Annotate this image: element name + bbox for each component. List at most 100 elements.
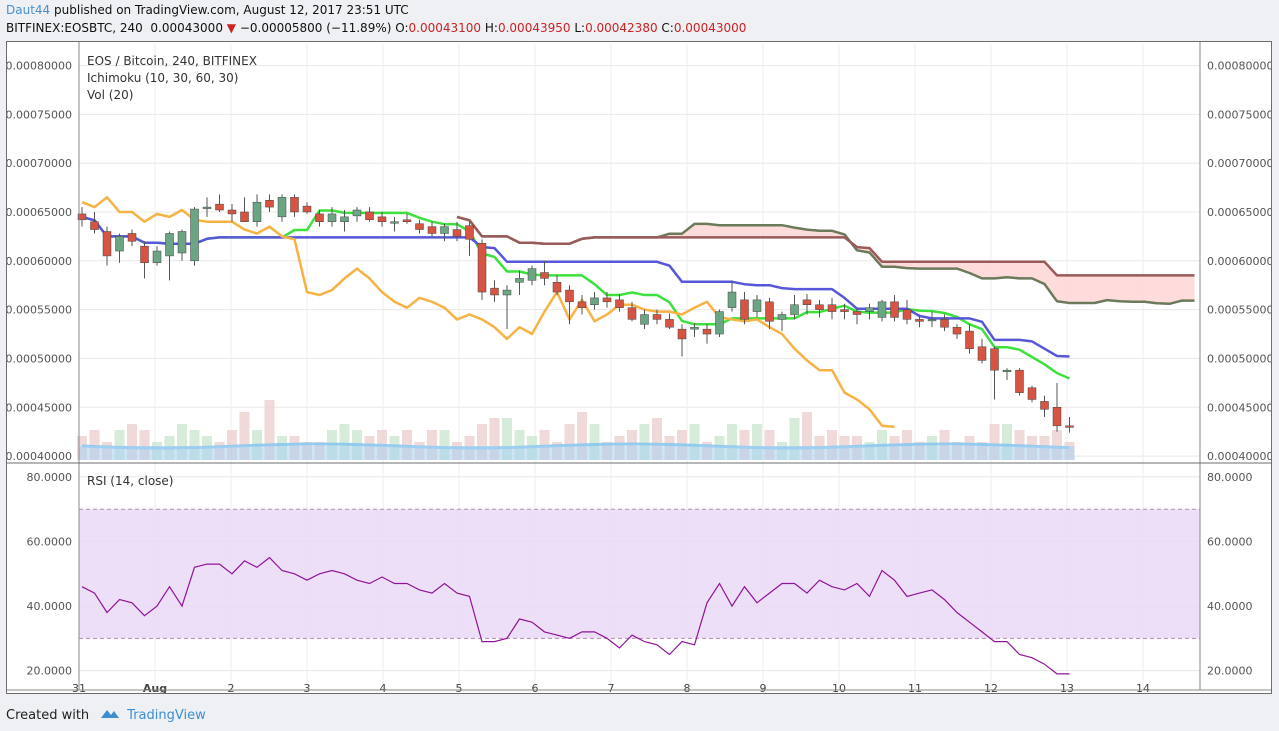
candle-body [290,197,299,213]
rsi-tick-left: 40.0000 [27,600,73,613]
y-tick-left: 0.00065000 [7,206,72,219]
leading-span-b-line [456,215,1195,277]
volume-bar [577,412,587,460]
candle-body [202,206,212,209]
chart-svg[interactable]: 0.00080000 0.00080000 0.00075000 0.00075000… [7,42,1271,693]
candle-body [115,236,124,252]
volume-bars [77,400,1075,460]
published-text: published on TradingView.com, August 12,… [54,3,409,17]
volume-legend: Vol (20) [87,88,133,102]
candle-body [877,301,887,318]
candle-body [502,289,512,296]
volume-bar [589,424,600,460]
candle-body [340,216,349,222]
footer: Created with TradingView [6,706,206,724]
candle-body [165,233,174,257]
y-tick-left: 0.00060000 [7,255,72,268]
volume-bar [139,430,150,460]
volume-bar [514,430,525,460]
candle-body [527,268,537,281]
volume-bar [502,418,512,460]
candle-body [515,278,524,283]
author-link[interactable]: Daut44 [6,3,51,17]
candle-body [540,272,549,279]
low-value: 0.00042380 [585,21,658,35]
volume-bar [652,418,662,460]
candle-body [552,282,562,293]
candle-body [727,291,737,308]
candle-body [102,231,112,257]
volume-bar [189,430,200,460]
y-tick-right: 0.00080000 [1207,59,1271,72]
rsi-line-group [81,556,1070,675]
volume-bar [639,424,650,460]
rsi-legend: RSI (14, close) [87,474,173,488]
low-label: L: [574,21,586,35]
rsi-tick-right: 40.0000 [1207,600,1253,613]
change-value: −0.00005800 (−11.89%) [239,21,392,35]
x-tick: 4 [380,682,387,693]
chart-frame: 0.00080000 0.00080000 0.00075000 0.00075000… [6,41,1272,694]
candle-body [715,311,724,335]
candle-body [702,328,712,335]
indicator-lines [81,196,1195,429]
candle-body [152,250,162,264]
volume-bar [177,424,187,460]
candle-body [840,309,849,312]
x-tick: 13 [1060,682,1074,693]
candle-body [902,309,912,320]
down-arrow-icon: ▼ [226,21,237,35]
candle-body [365,211,374,221]
volume-bar [764,430,775,460]
cloud-fill [457,216,1195,304]
candle-body [990,348,999,371]
candle-body [265,200,274,208]
volume-bar [439,430,450,460]
x-tick: 14 [1136,682,1150,693]
candle-body [190,208,199,262]
candle-body [327,213,337,222]
candle-body [815,304,824,310]
y-tick-left: 0.00055000 [7,304,72,317]
y-tick-right: 0.00060000 [1207,255,1271,268]
candle-body [490,287,499,296]
x-tick: 8 [684,682,691,693]
volume-bar [564,424,575,460]
rsi-band [79,508,1200,639]
y-tick-left: 0.00045000 [7,401,72,414]
candle-body [227,209,237,215]
publish-header: Daut44 published on TradingView.com, Aug… [6,3,409,17]
candle-body [215,203,224,211]
y-tick-right: 0.00055000 [1207,304,1271,317]
candle-body [302,205,312,213]
volume-bar [239,412,250,460]
volume-bar [114,430,125,460]
rsi-tick-left: 80.0000 [27,471,73,484]
rsi-tick-right: 80.0000 [1207,471,1253,484]
volume-bar [427,430,437,460]
y-tick-left: 0.00040000 [7,450,72,463]
candle-body [965,330,974,349]
symbol-header: BITFINEX:EOSBTC, 240 0.00043000 ▼ −0.000… [6,21,746,35]
candle-body [777,314,787,320]
volume-ma-fill [79,446,1075,460]
volume-bar [727,424,737,460]
candle-body [402,219,412,222]
rsi-tick-right: 60.0000 [1207,535,1253,548]
candle-body [890,301,899,318]
volume-bar [477,424,487,460]
candle-body [927,319,937,322]
volume-ma-line [81,442,1070,450]
tradingview-link[interactable]: TradingView [127,707,206,723]
x-tick: 9 [760,682,767,693]
y-tick-right: 0.00065000 [1207,206,1271,219]
volume-bar [689,424,700,460]
candle-body [677,328,687,340]
candle-body [690,326,699,330]
symbol-label: BITFINEX:EOSBTC, 240 [6,21,143,35]
close-value: 0.00043000 [673,21,747,35]
candle-body [940,319,949,328]
candle-body [740,299,749,320]
y-tick-right: 0.00040000 [1207,450,1271,463]
candle-body [765,301,774,322]
